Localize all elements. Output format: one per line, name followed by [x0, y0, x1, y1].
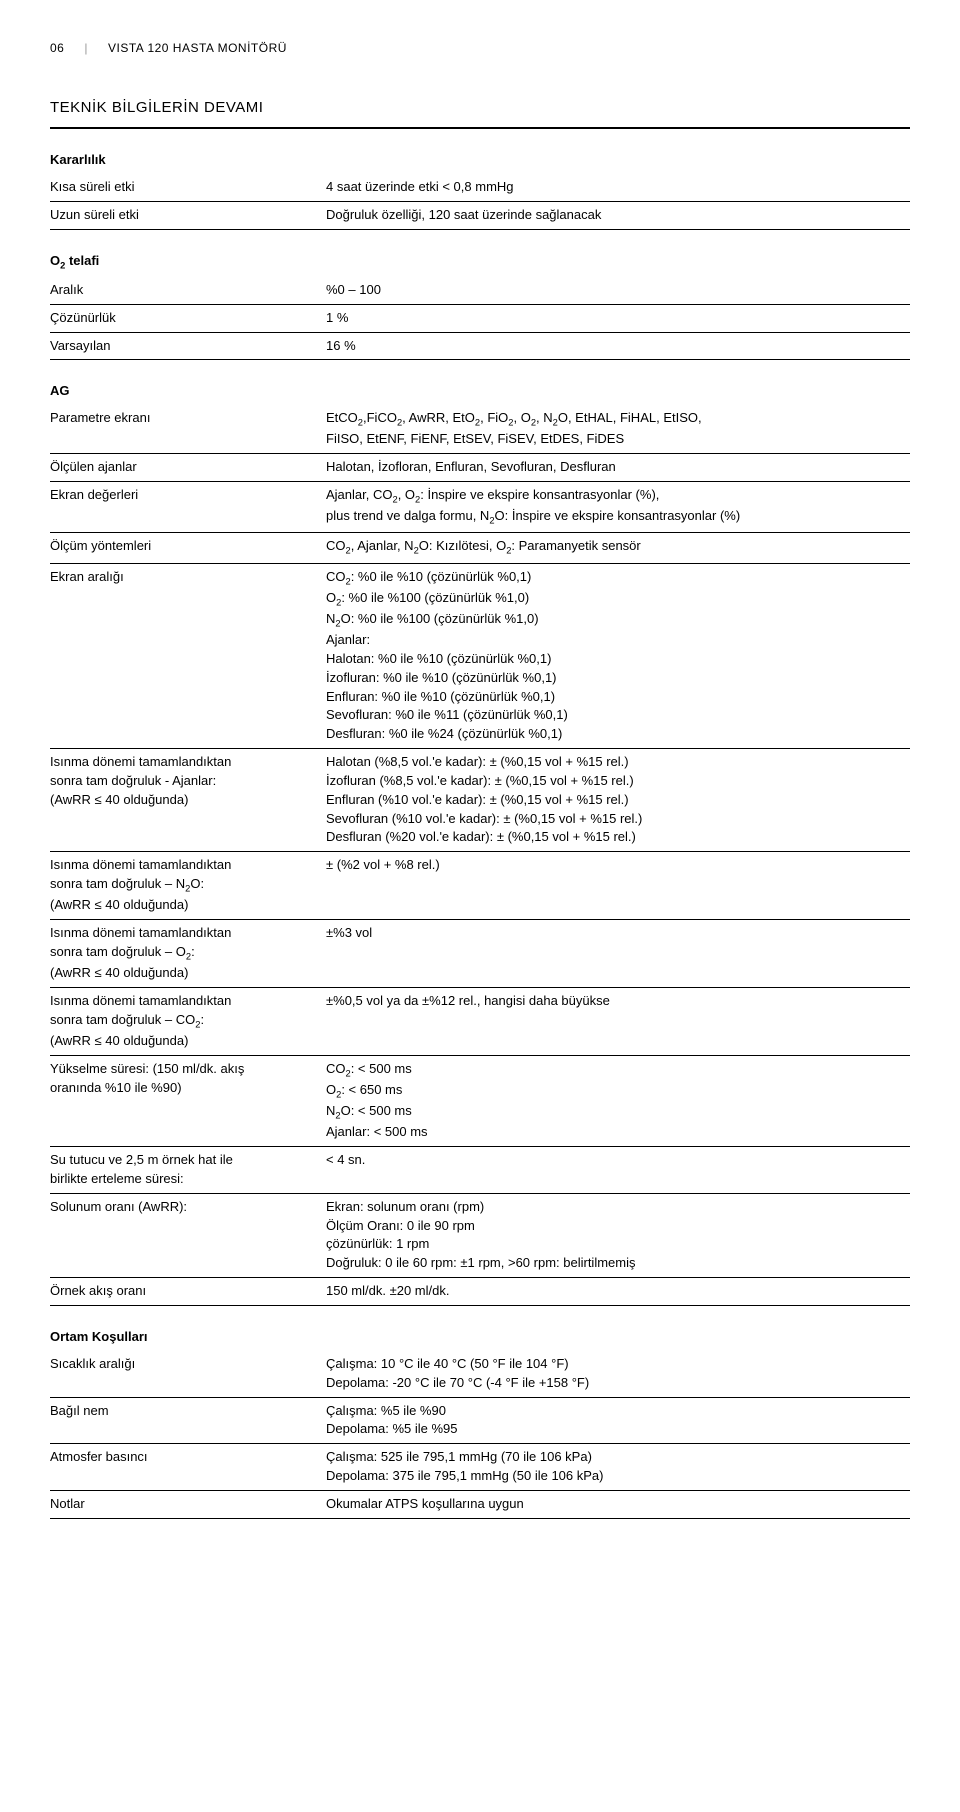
table-row: Uzun süreli etkiDoğruluk özelliği, 120 s… [50, 201, 910, 229]
spec-table: Aralık%0 – 100Çözünürlük1 %Varsayılan16 … [50, 277, 910, 361]
table-row: Örnek akış oranı150 ml/dk. ±20 ml/dk. [50, 1278, 910, 1306]
table-row: Ölçülen ajanlarHalotan, İzofloran, Enflu… [50, 454, 910, 482]
document-title: VISTA 120 HASTA MONİTÖRÜ [108, 40, 287, 57]
page-header: 06 | VISTA 120 HASTA MONİTÖRÜ [50, 40, 910, 57]
table-row: Ekran aralığıCO2: %0 ile %10 (çözünürlük… [50, 563, 910, 749]
row-label: Aralık [50, 277, 320, 304]
row-label: Isınma dönemi tamamlandıktansonra tam do… [50, 920, 320, 988]
row-label: Çözünürlük [50, 304, 320, 332]
row-value: 1 % [320, 304, 910, 332]
table-row: Isınma dönemi tamamlandıktansonra tam do… [50, 920, 910, 988]
row-value: 4 saat üzerinde etki < 0,8 mmHg [320, 174, 910, 201]
row-value: Ajanlar, CO2, O2: İnspire ve ekspire kon… [320, 482, 910, 533]
row-value: EtCO2,FiCO2, AwRR, EtO2, FiO2, O2, N2O, … [320, 405, 910, 454]
row-value: 150 ml/dk. ±20 ml/dk. [320, 1278, 910, 1306]
table-row: Varsayılan16 % [50, 332, 910, 360]
row-value: ± (%2 vol + %8 rel.) [320, 852, 910, 920]
row-value: 16 % [320, 332, 910, 360]
row-label: Kısa süreli etki [50, 174, 320, 201]
spec-table: Sıcaklık aralığıÇalışma: 10 °C ile 40 °C… [50, 1351, 910, 1519]
row-label: Su tutucu ve 2,5 m örnek hat ilebirlikte… [50, 1147, 320, 1194]
table-row: Bağıl nemÇalışma: %5 ile %90Depolama: %5… [50, 1397, 910, 1444]
table-row: Ekran değerleriAjanlar, CO2, O2: İnspire… [50, 482, 910, 533]
row-label: Ekran aralığı [50, 563, 320, 749]
row-value: CO2: < 500 msO2: < 650 msN2O: < 500 msAj… [320, 1055, 910, 1146]
table-row: Parametre ekranıEtCO2,FiCO2, AwRR, EtO2,… [50, 405, 910, 454]
header-separator: | [84, 40, 88, 57]
spec-content: Kararlılık Kısa süreli etki4 saat üzerind… [50, 151, 910, 1519]
group-title: AG [50, 382, 910, 401]
row-label: Bağıl nem [50, 1397, 320, 1444]
row-label: Sıcaklık aralığı [50, 1351, 320, 1397]
row-label: Ölçülen ajanlar [50, 454, 320, 482]
row-label: Yükselme süresi: (150 ml/dk. akışoranınd… [50, 1055, 320, 1146]
row-label: Parametre ekranı [50, 405, 320, 454]
row-value: Ekran: solunum oranı (rpm)Ölçüm Oranı: 0… [320, 1193, 910, 1277]
page-number: 06 [50, 40, 64, 57]
row-label: Ekran değerleri [50, 482, 320, 533]
spec-table: Kısa süreli etki4 saat üzerinde etki < 0… [50, 174, 910, 230]
row-value: Çalışma: 10 °C ile 40 °C (50 °F ile 104 … [320, 1351, 910, 1397]
table-row: Sıcaklık aralığıÇalışma: 10 °C ile 40 °C… [50, 1351, 910, 1397]
row-value: Okumalar ATPS koşullarına uygun [320, 1490, 910, 1518]
row-label: Isınma dönemi tamamlandıktansonra tam do… [50, 749, 320, 852]
table-row: NotlarOkumalar ATPS koşullarına uygun [50, 1490, 910, 1518]
row-value: ±%3 vol [320, 920, 910, 988]
row-label: Solunum oranı (AwRR): [50, 1193, 320, 1277]
row-value: CO2: %0 ile %10 (çözünürlük %0,1)O2: %0 … [320, 563, 910, 749]
table-row: Isınma dönemi tamamlandıktansonra tam do… [50, 749, 910, 852]
group-title: O2 telafi [50, 252, 910, 273]
table-row: Isınma dönemi tamamlandıktansonra tam do… [50, 987, 910, 1055]
row-label: Isınma dönemi tamamlandıktansonra tam do… [50, 987, 320, 1055]
row-value: < 4 sn. [320, 1147, 910, 1194]
row-value: Çalışma: %5 ile %90Depolama: %5 ile %95 [320, 1397, 910, 1444]
table-row: Isınma dönemi tamamlandıktansonra tam do… [50, 852, 910, 920]
table-row: Yükselme süresi: (150 ml/dk. akışoranınd… [50, 1055, 910, 1146]
row-value: Doğruluk özelliği, 120 saat üzerinde sağ… [320, 201, 910, 229]
row-label: Notlar [50, 1490, 320, 1518]
row-label: Isınma dönemi tamamlandıktansonra tam do… [50, 852, 320, 920]
row-value: Çalışma: 525 ile 795,1 mmHg (70 ile 106 … [320, 1444, 910, 1491]
row-value: %0 – 100 [320, 277, 910, 304]
spec-table: Parametre ekranıEtCO2,FiCO2, AwRR, EtO2,… [50, 405, 910, 1306]
row-value: Halotan, İzofloran, Enfluran, Sevofluran… [320, 454, 910, 482]
row-label: Uzun süreli etki [50, 201, 320, 229]
table-row: Solunum oranı (AwRR):Ekran: solunum oran… [50, 1193, 910, 1277]
table-row: Kısa süreli etki4 saat üzerinde etki < 0… [50, 174, 910, 201]
table-row: Atmosfer basıncıÇalışma: 525 ile 795,1 m… [50, 1444, 910, 1491]
group-title: Ortam Koşulları [50, 1328, 910, 1347]
table-row: Çözünürlük1 % [50, 304, 910, 332]
group-title: Kararlılık [50, 151, 910, 170]
row-value: Halotan (%8,5 vol.'e kadar): ± (%0,15 vo… [320, 749, 910, 852]
row-value: CO2, Ajanlar, N2O: Kızılötesi, O2: Param… [320, 533, 910, 563]
row-value: ±%0,5 vol ya da ±%12 rel., hangisi daha … [320, 987, 910, 1055]
row-label: Varsayılan [50, 332, 320, 360]
row-label: Ölçüm yöntemleri [50, 533, 320, 563]
row-label: Atmosfer basıncı [50, 1444, 320, 1491]
table-row: Aralık%0 – 100 [50, 277, 910, 304]
row-label: Örnek akış oranı [50, 1278, 320, 1306]
table-row: Su tutucu ve 2,5 m örnek hat ilebirlikte… [50, 1147, 910, 1194]
table-row: Ölçüm yöntemleriCO2, Ajanlar, N2O: Kızıl… [50, 533, 910, 563]
section-title: TEKNİK BİLGİLERİN DEVAMI [50, 97, 910, 129]
